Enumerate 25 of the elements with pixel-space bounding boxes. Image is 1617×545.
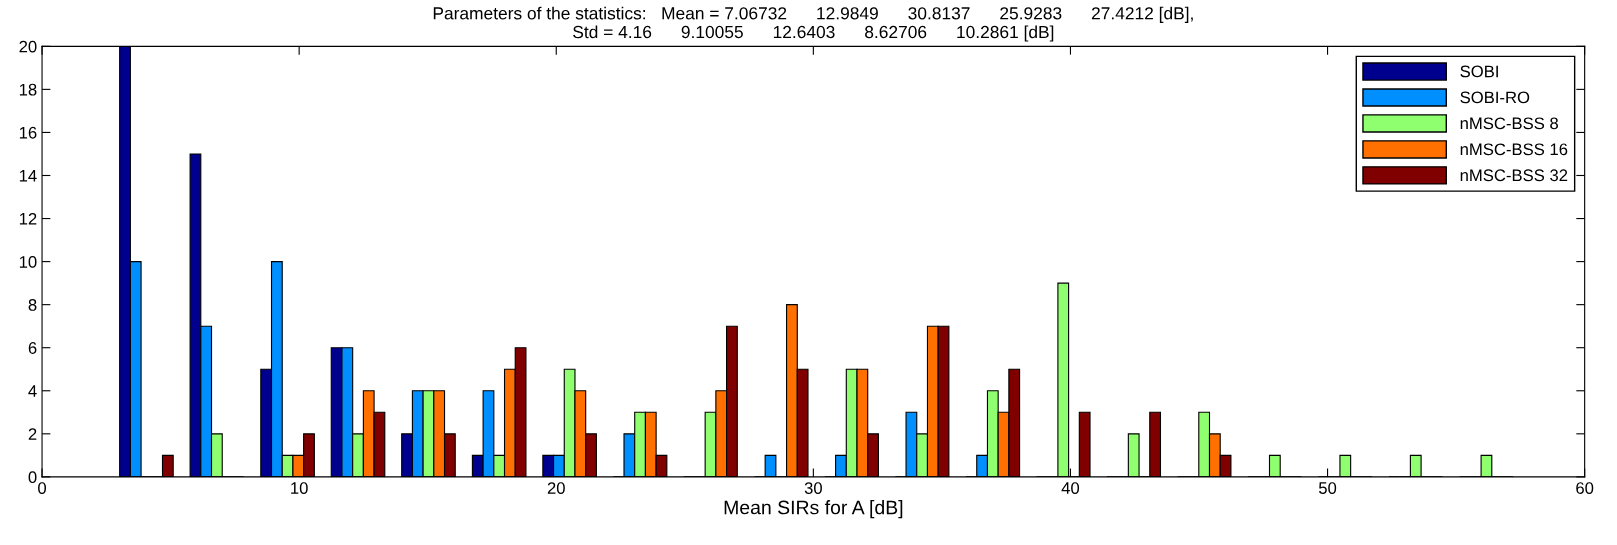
- legend-label: nMSC-BSS 8: [1460, 117, 1558, 130]
- y-tick-label: 20: [19, 40, 37, 53]
- y-tick-label: 2: [28, 428, 37, 440]
- legend-label: SOBI-RO: [1460, 91, 1530, 104]
- legend-label: nMSC-BSS 16: [1460, 143, 1568, 156]
- y-tick-label: 6: [28, 342, 37, 354]
- x-tick-label: 50: [1318, 482, 1337, 494]
- x-tick-label: 20: [547, 482, 565, 494]
- x-axis-title: Mean SIRs for A [dB]: [724, 500, 903, 519]
- x-tick-label: 0: [38, 482, 47, 494]
- x-tick-label: 60: [1576, 482, 1594, 494]
- x-tick-label: 30: [804, 482, 822, 494]
- x-tick-label: 40: [1061, 482, 1080, 494]
- legend-label: SOBI: [1460, 65, 1498, 78]
- chart-title: Parameters of the statistics: Mean = 7.06732 12.9849 30.8137 25.9283 27.4212 [dB], Std = 4.16 9.10055 12.6403 8.62706 10.2861 [dB]: [433, 6, 1193, 42]
- y-tick-label: 4: [28, 385, 37, 397]
- y-tick-label: 0: [28, 471, 37, 484]
- y-tick-label: 12: [19, 212, 37, 225]
- y-tick-label: 14: [19, 170, 37, 182]
- y-tick-label: 16: [19, 126, 37, 139]
- y-tick-label: 10: [19, 256, 37, 268]
- y-tick-label: 18: [19, 83, 37, 96]
- x-tick-label: 10: [291, 482, 308, 494]
- y-tick-label: 8: [28, 299, 37, 311]
- legend-label: nMSC-BSS 32: [1460, 169, 1568, 182]
